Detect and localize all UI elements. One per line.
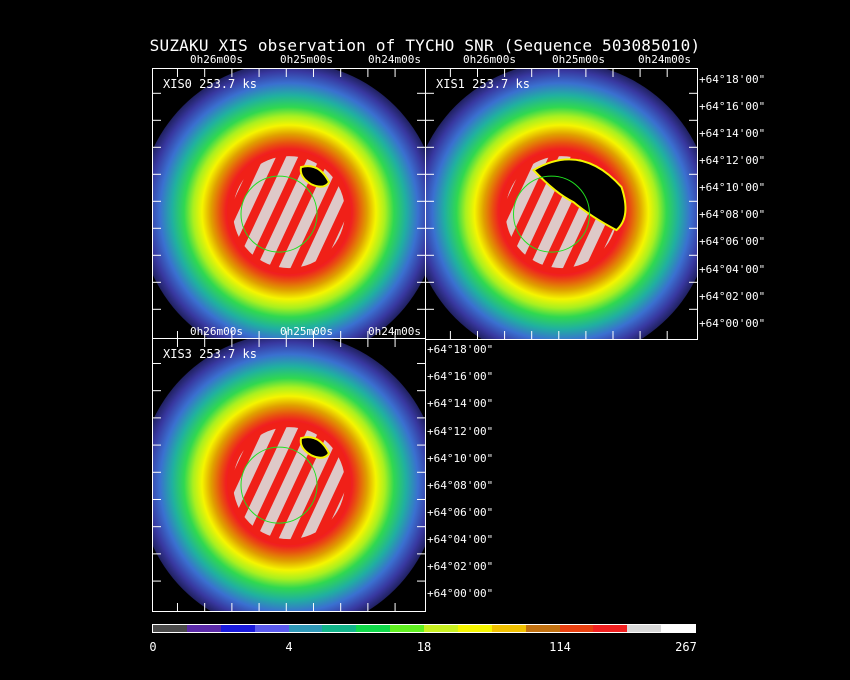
colorbar-label-3: 114	[549, 640, 571, 654]
saturated-region	[299, 436, 331, 459]
dec-label: +64°08'00"	[699, 208, 766, 221]
colorbar-label-2: 18	[416, 640, 432, 654]
colorbar	[152, 624, 696, 633]
colorbar-swatch	[491, 625, 526, 632]
colorbar-swatch	[457, 625, 492, 632]
xis1-label: XIS1 253.7 ks	[436, 77, 530, 91]
xis1-panel: XIS1 253.7 ks	[425, 68, 698, 340]
xis0-panel: XIS0 253.7 ks	[152, 68, 426, 340]
ra-label-xis1-2: 0h24m00s	[638, 53, 691, 66]
colorbar-swatch	[525, 625, 560, 632]
dec-label: +64°02'00"	[427, 560, 494, 573]
ra-label-xis1-0: 0h26m00s	[463, 53, 516, 66]
calibration-streak	[235, 427, 305, 540]
xis0-label: XIS0 253.7 ks	[163, 77, 257, 91]
source-region-circle	[240, 446, 318, 524]
dec-label: +64°02'00"	[699, 290, 766, 303]
dec-label: +64°10'00"	[699, 181, 766, 194]
colorbar-swatch	[186, 625, 221, 632]
xis3-image	[153, 339, 425, 611]
colorbar-swatch	[254, 625, 289, 632]
ra-label-xis3-0: 0h26m00s	[190, 325, 243, 338]
colorbar-swatch	[424, 625, 458, 632]
source-region-circle	[513, 175, 590, 253]
ra-label-xis0-2: 0h24m00s	[368, 53, 421, 66]
calibration-streak	[272, 427, 342, 540]
calibration-streak	[290, 434, 345, 540]
ra-label-xis1-1: 0h25m00s	[552, 53, 605, 66]
dec-label: +64°10'00"	[427, 452, 494, 465]
ra-label-xis3-2: 0h24m00s	[368, 325, 421, 338]
colorbar-swatch	[390, 625, 424, 632]
ra-label-xis0-0: 0h26m00s	[190, 53, 243, 66]
xis0-image	[153, 69, 425, 339]
dec-label: +64°18'00"	[427, 343, 494, 356]
dec-label: +64°18'00"	[699, 73, 766, 86]
dec-label: +64°16'00"	[427, 370, 494, 383]
dec-label: +64°00'00"	[699, 317, 766, 330]
colorbar-label-0: 0	[149, 640, 157, 654]
dec-label: +64°12'00"	[427, 425, 494, 438]
figure-title: SUZAKU XIS observation of TYCHO SNR (Seq…	[149, 36, 701, 55]
colorbar-swatch	[559, 625, 594, 632]
source-region-circle	[240, 175, 318, 253]
saturated-region	[299, 165, 331, 188]
calibration-streak	[290, 163, 345, 269]
colorbar-label-1: 4	[285, 640, 293, 654]
colorbar-swatch	[356, 625, 391, 632]
dec-label: +64°04'00"	[427, 533, 494, 546]
dec-label: +64°06'00"	[427, 506, 494, 519]
colorbar-swatch	[322, 625, 357, 632]
xis1-image	[426, 69, 697, 339]
ra-label-xis3-1: 0h25m00s	[280, 325, 333, 338]
dec-label: +64°14'00"	[427, 397, 494, 410]
colorbar-swatch	[661, 625, 695, 632]
dec-label: +64°08'00"	[427, 479, 494, 492]
saturated-region	[531, 158, 627, 232]
colorbar-swatch	[220, 625, 255, 632]
dec-label: +64°14'00"	[699, 127, 766, 140]
xis3-label: XIS3 253.7 ks	[163, 347, 257, 361]
dec-label: +64°12'00"	[699, 154, 766, 167]
colorbar-swatch	[153, 625, 187, 632]
dec-label: +64°00'00"	[427, 587, 494, 600]
dec-label: +64°04'00"	[699, 263, 766, 276]
colorbar-swatch	[593, 625, 628, 632]
colorbar-label-4: 267	[675, 640, 697, 654]
calibration-streak	[235, 156, 305, 269]
calibration-streak	[272, 156, 342, 269]
colorbar-swatch	[627, 625, 662, 632]
dec-label: +64°16'00"	[699, 100, 766, 113]
xis3-panel: XIS3 253.7 ks	[152, 338, 426, 612]
dec-label: +64°06'00"	[699, 235, 766, 248]
colorbar-swatch	[288, 625, 323, 632]
ra-label-xis0-1: 0h25m00s	[280, 53, 333, 66]
